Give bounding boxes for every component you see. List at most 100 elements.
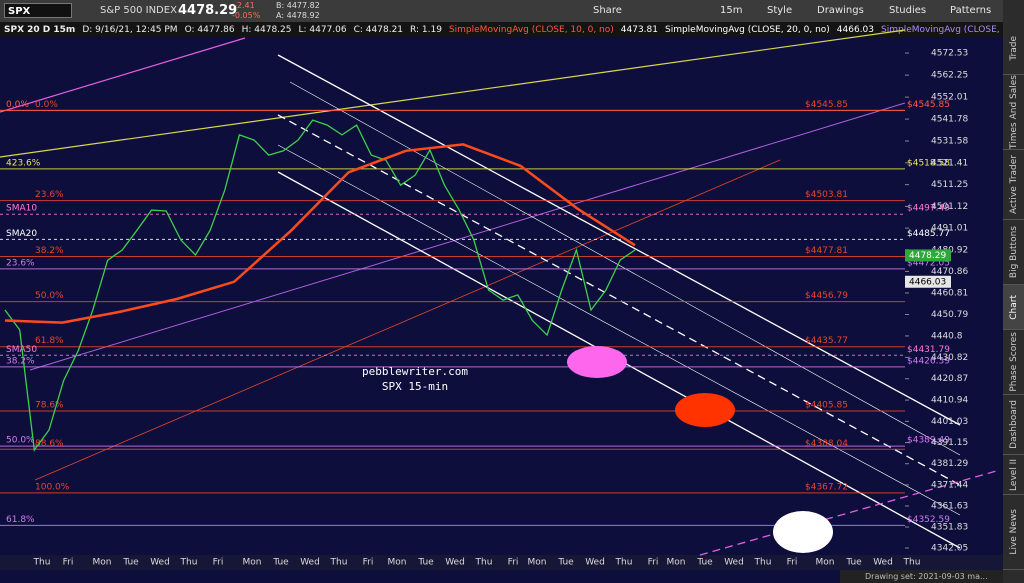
- level-price-label: $4545.85: [805, 100, 848, 110]
- side-tab-label: Active Trader: [1008, 154, 1019, 215]
- x-tick-label: Wed: [445, 558, 465, 568]
- toolbar: SPX S&P 500 INDEX 4478.29 -2.41 -0.05% B…: [0, 0, 1003, 22]
- level-label: 61.8%: [6, 515, 35, 525]
- price-marker: [905, 275, 951, 288]
- y-tick-label: 4410.94: [931, 396, 968, 406]
- side-tab[interactable]: Phase Scores: [1003, 330, 1024, 395]
- side-tabs: Trade Times And Sales Active Trader Big But…: [1003, 0, 1024, 583]
- watermark: SPX 15-min: [382, 380, 448, 393]
- level-price-label: $4485.77: [907, 229, 950, 239]
- side-tab[interactable]: Times And Sales: [1003, 75, 1024, 150]
- x-tick-label: Tue: [272, 558, 289, 568]
- y-tick-label: 4521.41: [931, 158, 968, 168]
- level-price-label: $4497.49: [907, 204, 950, 214]
- study-label: SimpleMovingAvg (CLOSE, 20, 0, no): [664, 24, 830, 35]
- x-tick-label: Tue: [417, 558, 434, 568]
- x-tick-label: Tue: [122, 558, 139, 568]
- x-tick-label: Thu: [475, 558, 493, 568]
- side-tab[interactable]: Active Trader: [1003, 150, 1024, 220]
- y-tick-label: 4440.8: [931, 331, 963, 341]
- side-tab[interactable]: Live News: [1003, 495, 1024, 570]
- x-tick-label: Tue: [696, 558, 713, 568]
- x-axis-band: [0, 555, 1003, 570]
- ohlc-field: D: 9/16/21, 12:45 PM: [82, 24, 178, 35]
- y-tick-label: 4531.58: [931, 136, 968, 146]
- y-tick-label: 4420.87: [931, 374, 968, 384]
- channel-line: [277, 144, 961, 516]
- x-tick-label: Wed: [300, 558, 320, 568]
- y-tick-label: 4351.83: [931, 523, 968, 533]
- side-tab-label: Times And Sales: [1008, 75, 1019, 149]
- level-label: 50.0%: [35, 291, 64, 301]
- side-tab-label: Trade: [1008, 35, 1019, 61]
- level-label: 88.6%: [35, 439, 64, 449]
- x-tick-label: Tue: [557, 558, 574, 568]
- y-tick-label: 4491.01: [931, 224, 968, 234]
- toolbar-button[interactable]: Share: [593, 5, 622, 16]
- target-ellipse: [675, 393, 735, 427]
- level-label: 0.0%: [35, 100, 58, 110]
- x-tick-label: Fri: [63, 558, 74, 568]
- y-tick-label: 4361.63: [931, 501, 968, 511]
- trend-line: [29, 102, 906, 371]
- level-price-label: $4367.72: [805, 482, 848, 492]
- symbol-box[interactable]: SPX: [4, 3, 72, 18]
- level-label: 23.6%: [6, 258, 35, 268]
- y-tick-label: 4460.81: [931, 288, 968, 298]
- side-tab[interactable]: Dashboard: [1003, 395, 1024, 455]
- x-tick-label: Fri: [648, 558, 659, 568]
- x-tick-label: Mon: [93, 558, 112, 568]
- ohlc-field: C: 4478.21: [353, 24, 404, 35]
- toolbar-button[interactable]: 15m: [720, 5, 743, 16]
- level-price-label: $4477.81: [805, 246, 848, 256]
- toolbar-button[interactable]: Style: [767, 5, 793, 16]
- toolbar-button[interactable]: Patterns: [950, 5, 992, 16]
- level-label: 23.6%: [35, 190, 64, 200]
- side-tab[interactable]: Chart: [1003, 285, 1024, 330]
- level-label: 61.8%: [35, 336, 64, 346]
- y-tick-label: 4552.01: [931, 93, 968, 103]
- level-price-label: $4518.58: [907, 158, 950, 168]
- x-tick-label: Fri: [787, 558, 798, 568]
- sma-line: [4, 143, 636, 324]
- x-tick-label: Fri: [363, 558, 374, 568]
- x-tick-label: Wed: [873, 558, 893, 568]
- toolbar-button[interactable]: Studies: [889, 5, 927, 16]
- y-tick-label: 4470.86: [931, 267, 968, 277]
- y-tick-label: 4430.82: [931, 353, 968, 363]
- level-price-label: $4456.79: [805, 291, 848, 301]
- side-tab[interactable]: Big Buttons: [1003, 220, 1024, 285]
- x-tick-label: Mon: [667, 558, 686, 568]
- last-price: 4478.29: [178, 3, 238, 18]
- y-tick-label: 4381.29: [931, 459, 968, 469]
- ohlc-field: L: 4477.06: [298, 24, 347, 35]
- level-label: 50.0%: [6, 436, 35, 446]
- toolbar-button[interactable]: Drawings: [817, 5, 864, 16]
- y-tick-label: 4342.05: [931, 544, 968, 554]
- level-label: SMA20: [6, 229, 37, 239]
- level-price-label: $4389.49: [907, 436, 950, 446]
- level-price-label: $4426.39: [907, 356, 950, 366]
- x-tick-label: Thu: [754, 558, 772, 568]
- y-tick-label: 4572.53: [931, 49, 968, 59]
- side-tab[interactable]: Trade: [1003, 22, 1024, 75]
- y-tick-label: 4391.15: [931, 438, 968, 448]
- price-marker: [905, 249, 951, 262]
- x-tick-label: Wed: [724, 558, 744, 568]
- side-tab[interactable]: Level II: [1003, 455, 1024, 495]
- trend-line: [0, 37, 246, 113]
- x-tick-label: Mon: [388, 558, 407, 568]
- level-price-label: $4503.81: [805, 190, 848, 200]
- study-label: SimpleMovingAvg (CLOSE, 10, 0, no): [448, 24, 614, 35]
- channel-line: [277, 54, 961, 426]
- x-tick-label: Wed: [150, 558, 170, 568]
- level-label: 38.2%: [6, 356, 35, 366]
- side-tab-label: Big Buttons: [1008, 225, 1019, 279]
- x-tick-label: Mon: [816, 558, 835, 568]
- level-label: SMA10: [6, 204, 37, 214]
- chart-background: [0, 37, 1003, 570]
- y-tick-label: 4401.03: [931, 417, 968, 427]
- y-tick-label: 4541.78: [931, 115, 968, 125]
- level-price-label: $4435.77: [805, 336, 848, 346]
